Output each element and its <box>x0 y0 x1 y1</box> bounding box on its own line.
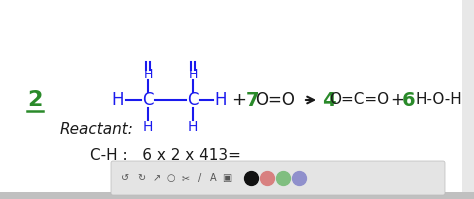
Text: H: H <box>215 91 227 109</box>
Text: ↻: ↻ <box>137 173 145 183</box>
Text: H: H <box>188 67 198 81</box>
Text: +: + <box>231 91 246 109</box>
Text: ○: ○ <box>167 173 175 183</box>
FancyBboxPatch shape <box>111 161 445 195</box>
Text: Reactant:: Reactant: <box>60 123 134 138</box>
Text: /: / <box>199 173 201 183</box>
Text: ✂: ✂ <box>182 173 190 183</box>
Text: C-H :   6 x 2 x 413=: C-H : 6 x 2 x 413= <box>90 147 241 163</box>
Bar <box>462 0 474 192</box>
Text: H: H <box>143 120 153 134</box>
Text: 6: 6 <box>402 91 416 109</box>
Text: 7: 7 <box>246 91 260 109</box>
Text: H-O-H: H-O-H <box>416 93 462 107</box>
Text: 4: 4 <box>322 91 336 109</box>
Text: H: H <box>143 67 153 81</box>
Text: O=O: O=O <box>255 91 295 109</box>
Text: 2: 2 <box>27 90 43 110</box>
Text: ↗: ↗ <box>153 173 161 183</box>
Text: H: H <box>112 91 124 109</box>
Text: ↺: ↺ <box>121 173 129 183</box>
Text: O=C=O: O=C=O <box>329 93 389 107</box>
Text: H: H <box>188 120 198 134</box>
Bar <box>0 192 474 199</box>
Text: C: C <box>187 91 199 109</box>
Text: C: C <box>142 91 154 109</box>
Text: A: A <box>210 173 216 183</box>
Text: +: + <box>390 91 404 109</box>
Text: ▣: ▣ <box>222 173 232 183</box>
